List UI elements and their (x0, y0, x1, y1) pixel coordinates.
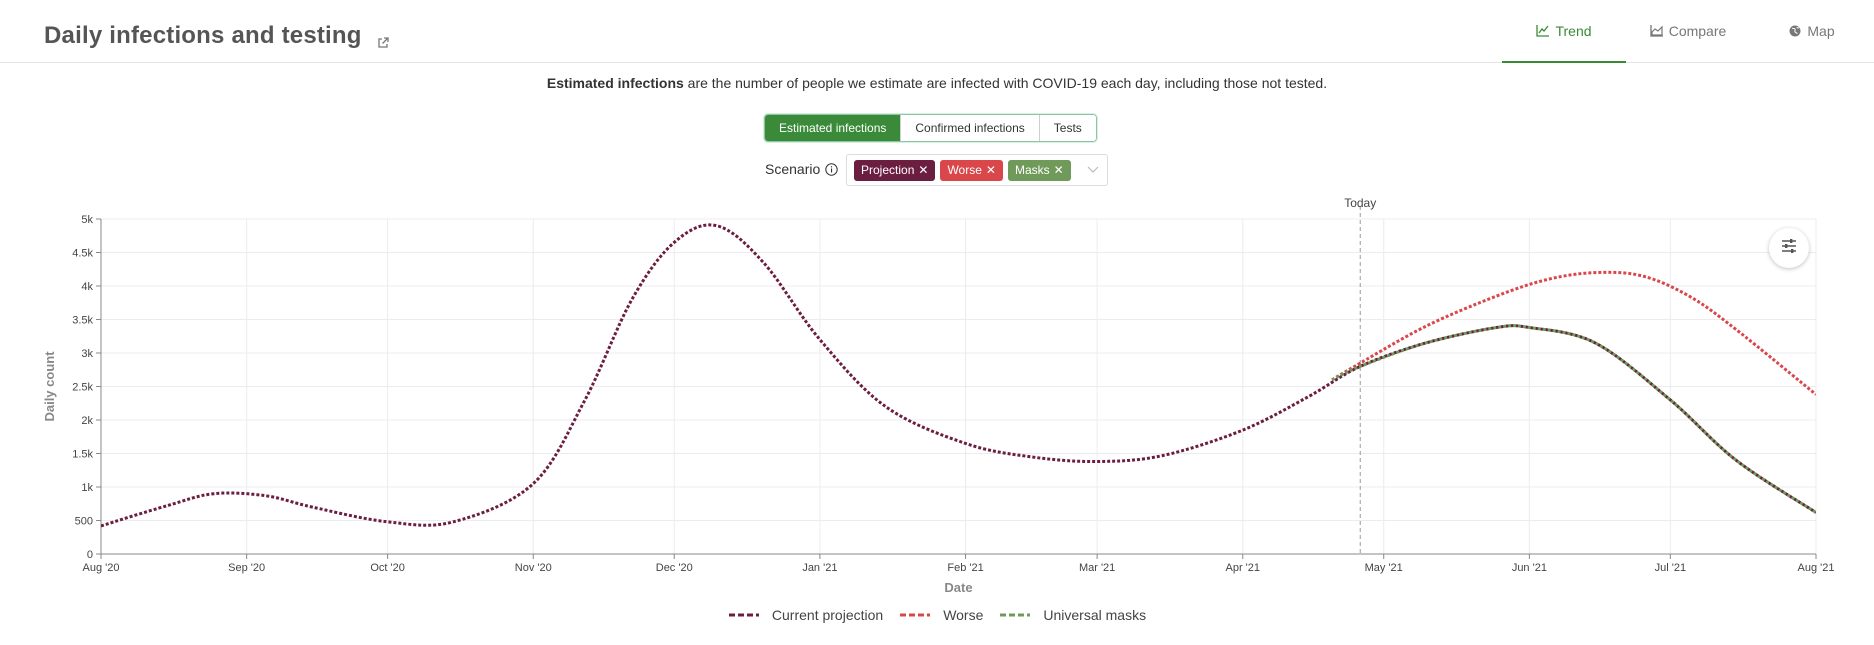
legend-swatch-masks (1000, 613, 1031, 617)
y-tick-label: 1.5k (72, 449, 93, 461)
y-tick-label: 500 (75, 516, 93, 528)
y-tick-label: 4.5k (72, 248, 93, 260)
tab-map[interactable]: Map (1750, 0, 1874, 62)
description-bold: Estimated infections (546, 75, 684, 91)
line-chart-icon (1536, 25, 1550, 37)
x-tick-label: Feb '21 (947, 562, 983, 574)
remove-tag-icon[interactable]: ✕ (1053, 163, 1064, 177)
series-line-projection (101, 223, 1816, 528)
chart-settings-button[interactable] (1769, 228, 1809, 268)
legend-item-projection[interactable]: Current projection (728, 607, 883, 623)
x-tick-label: May '21 (1365, 562, 1403, 574)
series-line-masks (1331, 324, 1816, 514)
today-label: Today (1344, 196, 1376, 210)
series-line-worse (1331, 270, 1816, 396)
scenario-tag-masks: Masks ✕ (1007, 159, 1071, 181)
scenario-select[interactable]: Projection ✕ Worse ✕ Masks ✕ (846, 154, 1108, 186)
scenario-label: Scenario (765, 161, 838, 177)
legend-swatch-projection (728, 613, 759, 617)
metric-option-confirmed[interactable]: Confirmed infections (900, 115, 1039, 141)
scenario-tag-label: Masks (1014, 163, 1050, 177)
x-tick-label: Mar '21 (1079, 562, 1115, 574)
legend-swatch-worse (900, 613, 931, 617)
page-title-text: Daily infections and testing (44, 22, 362, 49)
scenario-label-text: Scenario (765, 161, 821, 177)
tab-compare[interactable]: Compare (1626, 0, 1750, 62)
metric-option-estimated[interactable]: Estimated infections (765, 115, 901, 141)
metric-option-tests[interactable]: Tests (1038, 115, 1096, 141)
globe-icon (1789, 25, 1801, 37)
scenario-tag-label: Projection (861, 163, 915, 177)
remove-tag-icon[interactable]: ✕ (985, 163, 996, 177)
scenario-tag-label: Worse (947, 163, 982, 177)
tab-trend[interactable]: Trend (1502, 0, 1626, 63)
x-tick-label: Aug '20 (83, 562, 120, 574)
scenario-tag-worse: Worse ✕ (940, 159, 1003, 181)
legend-label: Worse (943, 607, 984, 623)
y-tick-label: 5k (81, 214, 93, 226)
x-tick-label: Jan '21 (802, 562, 837, 574)
remove-tag-icon[interactable]: ✕ (918, 163, 929, 177)
view-tabs: Trend Compare Map (1502, 0, 1874, 63)
x-tick-label: Nov '20 (515, 562, 552, 574)
y-tick-label: 4k (81, 281, 93, 293)
x-tick-label: Aug '21 (1798, 562, 1835, 574)
x-tick-label: Oct '20 (370, 562, 405, 574)
scenario-tag-projection: Projection ✕ (854, 159, 936, 181)
page-title: Daily infections and testing (44, 22, 389, 50)
y-tick-label: 3k (81, 348, 93, 360)
y-tick-label: 3.5k (72, 315, 93, 327)
tab-map-label: Map (1807, 23, 1835, 39)
x-tick-label: Jun '21 (1512, 562, 1547, 574)
info-icon[interactable] (825, 162, 838, 176)
x-axis-label: Date (944, 580, 972, 595)
y-tick-label: 1k (81, 482, 93, 494)
x-tick-label: Dec '20 (656, 562, 693, 574)
tab-compare-label: Compare (1668, 23, 1727, 39)
header-bar: Daily infections and testing Trend Compa… (0, 0, 1874, 63)
y-axis-label: Daily count (42, 351, 57, 422)
legend-item-masks[interactable]: Universal masks (999, 607, 1146, 623)
metric-toggle: Estimated infections Confirmed infection… (764, 114, 1097, 142)
area-chart-icon (1650, 25, 1663, 37)
x-tick-label: Jul '21 (1655, 562, 1686, 574)
legend-item-worse[interactable]: Worse (899, 607, 983, 623)
x-tick-label: Sep '20 (228, 562, 265, 574)
chevron-down-icon[interactable] (1087, 166, 1099, 174)
external-link-icon[interactable] (377, 28, 389, 56)
chart-legend: Current projection Worse Universal masks (0, 607, 1874, 623)
x-tick-label: Apr '21 (1226, 562, 1261, 574)
y-tick-label: 0 (87, 549, 93, 561)
legend-label: Current projection (771, 607, 884, 623)
legend-label: Universal masks (1043, 607, 1147, 623)
y-tick-label: 2.5k (72, 382, 93, 394)
chart-description: Estimated infections are the number of p… (0, 75, 1874, 91)
trend-chart: 0 500 1k 1.5k 2k 2.5k 3k 3.5k 4k 4.5k 5k Aug '20 Sep… (42, 196, 1835, 595)
y-tick-label: 2k (81, 415, 93, 427)
tab-trend-label: Trend (1555, 23, 1592, 39)
description-text: are the number of people we estimate are… (683, 75, 1328, 91)
sliders-icon (1781, 238, 1797, 258)
